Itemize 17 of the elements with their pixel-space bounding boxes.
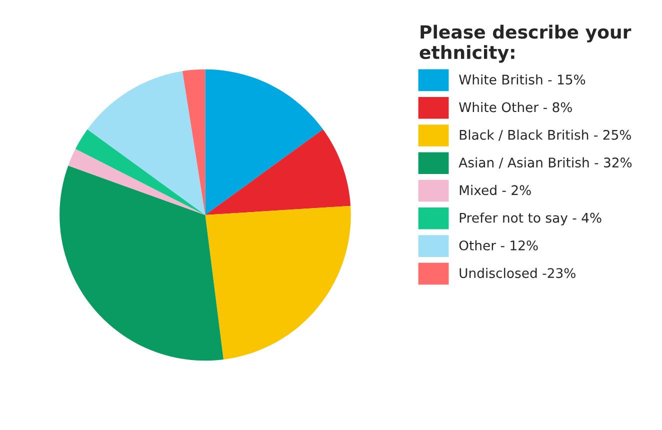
pie-slice (182, 69, 206, 215)
legend-label: Mixed - 2% (460, 184, 531, 196)
legend-label: Asian / Asian British - 32% (458, 157, 632, 169)
legend-label: Undisclosed -23% (460, 268, 576, 278)
legend-label: Prefer not to say - 4% (460, 212, 602, 226)
pie-slice (60, 166, 224, 361)
pie-slice (68, 148, 206, 215)
pie-slice (205, 206, 351, 360)
pie-slice (205, 129, 351, 215)
pie-slice (205, 69, 324, 215)
legend-label: White Other - 8% (459, 102, 572, 112)
pie-slice (75, 129, 206, 215)
legend-label: Other - 12% (459, 240, 538, 250)
legend-title: Please describe your ethnicity: (420, 24, 632, 63)
legend-label: White British - 15% (459, 74, 586, 85)
legend-label: Black / Black British - 25% (460, 130, 631, 141)
pie-slice (87, 71, 206, 215)
